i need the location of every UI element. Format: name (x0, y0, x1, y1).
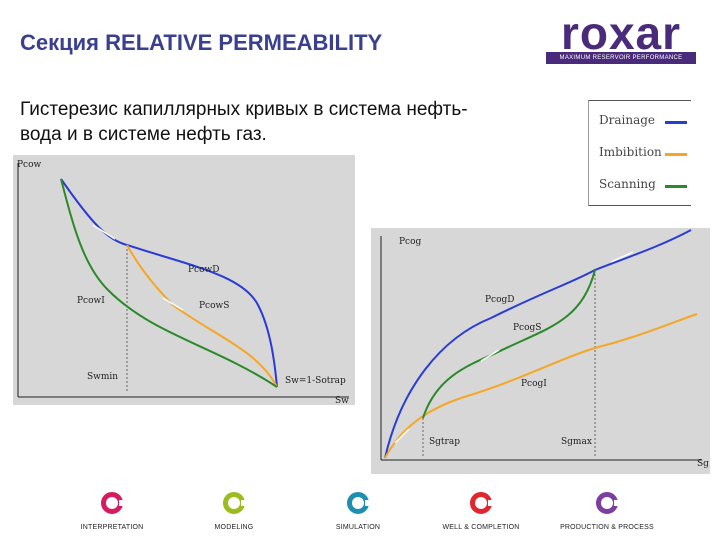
oil-water-chart: Pcow Sw PcowD PcowS PcowI Swmin Sw=1-Sot… (13, 155, 355, 405)
chart-background (13, 155, 355, 405)
direction-arrow (92, 224, 116, 240)
label-sgtrap: Sgtrap (429, 437, 460, 447)
footer-item-production-process[interactable]: PRODUCTION & PROCESS (552, 492, 662, 531)
logo-word: roxar (560, 7, 682, 59)
imbibition-curve (126, 244, 278, 388)
footer-item-modeling[interactable]: MODELING (179, 492, 289, 531)
drainage-curve (384, 229, 692, 459)
logo-tagline: MAXIMUM RESERVOIR PERFORMANCE (546, 52, 696, 64)
label-sgmax: Sgmax (561, 437, 592, 447)
direction-arrow (162, 297, 184, 311)
roxar-logo: roxar MAXIMUM RESERVOIR PERFORMANCE (546, 7, 696, 66)
label-pcows: PcowS (199, 301, 229, 311)
oil-gas-chart: Pcog Sg PcogD PcogS PcogI Sgtrap Sgmax (371, 228, 710, 474)
x-axis-label: Sw (335, 396, 349, 405)
direction-arrow (394, 428, 410, 444)
x-axis-label: Sg (697, 459, 709, 469)
slide-subtitle: Гистерезис капиллярных кривых в система … (20, 99, 468, 145)
footer-label: PRODUCTION & PROCESS (560, 524, 654, 531)
footer-label: MODELING (214, 524, 254, 531)
legend-swatch (665, 121, 687, 124)
label-pcowd: PcowD (188, 265, 219, 275)
footer-item-well-completion[interactable]: WELL & COMPLETION (426, 492, 536, 531)
simulation-icon (347, 492, 370, 514)
legend-label: Drainage (599, 113, 656, 127)
label-pcogd: PcogD (485, 295, 515, 305)
footer-label: WELL & COMPLETION (442, 524, 520, 531)
legend-label: Imbibition (599, 145, 662, 159)
label-pcogi: PcogI (521, 379, 547, 389)
well-completion-icon (470, 492, 493, 514)
production-process-icon (596, 492, 619, 514)
footer-label: SIMULATION (335, 524, 381, 531)
footer-label: INTERPRETATION (80, 524, 144, 531)
legend-label: Scanning (599, 177, 656, 191)
imbibition-curve (384, 313, 698, 459)
interpretation-icon (101, 492, 124, 514)
direction-arrow (480, 349, 500, 362)
footer-item-interpretation[interactable]: INTERPRETATION (57, 492, 167, 531)
direction-arrow (610, 251, 634, 263)
modeling-icon (223, 492, 246, 514)
scanning-curve (60, 178, 278, 388)
legend-swatch (665, 153, 687, 156)
label-end: Sw=1-Sotrap (285, 376, 346, 386)
footer-nav: INTERPRETATION MODELING SIMULATION WELL … (0, 492, 720, 540)
label-swmin: Swmin (87, 372, 118, 382)
y-axis-label: Pcow (17, 160, 42, 170)
label-pcogs: PcogS (513, 323, 541, 333)
chart-background (371, 228, 710, 474)
slide-title: Секция RELATIVE PERMEABILITY (20, 30, 383, 55)
label-pcowi: PcowI (77, 296, 105, 306)
footer-item-simulation[interactable]: SIMULATION (303, 492, 413, 531)
legend-swatch (665, 185, 687, 188)
y-axis-label: Pcog (399, 237, 422, 247)
curve-legend: Drainage Imbibition Scanning (588, 100, 691, 206)
scanning-curve (422, 269, 596, 419)
